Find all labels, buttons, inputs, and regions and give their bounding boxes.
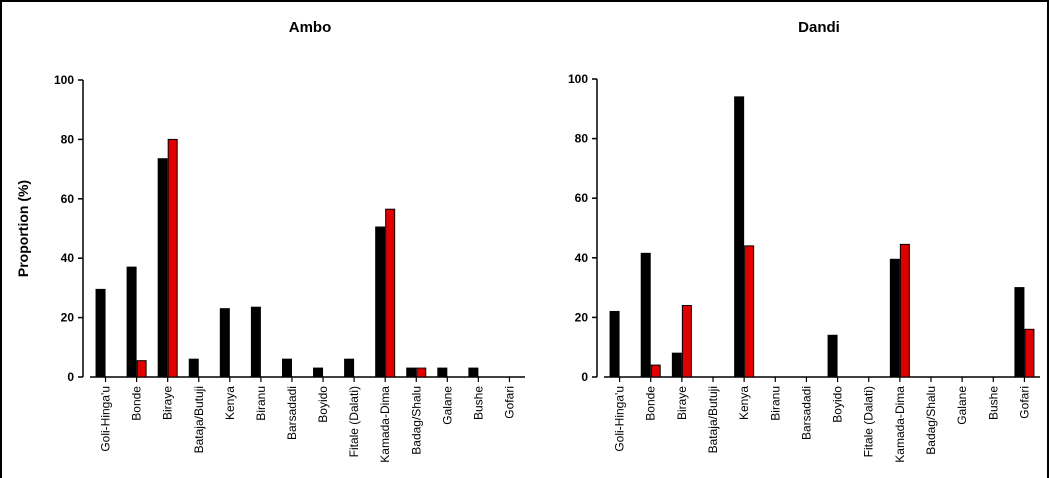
chart-1-xtick-label: Bataja/Butuji [706, 386, 720, 453]
chart-0-bar [468, 367, 479, 378]
chart-1-ytick-label: 40 [575, 251, 589, 265]
chart-0-title: Ambo [289, 19, 332, 36]
chart-1-xtick-label: Fitale (Dalati) [862, 386, 876, 457]
chart-0-ytick-label: 100 [54, 73, 74, 87]
chart-0-bar [126, 266, 137, 378]
chart-0-bar [136, 360, 147, 378]
chart-0-bar [416, 367, 427, 378]
chart-1-xtick-label: Bushe [986, 386, 1000, 420]
chart-1-bar [1014, 287, 1025, 378]
chart-1-bar [827, 334, 838, 378]
chart-0-bar [281, 358, 292, 378]
chart-0-bar [250, 306, 261, 378]
chart-0-bar [188, 358, 199, 378]
chart-1-bar [609, 310, 620, 378]
chart-0-xtick-label: Kenya [223, 386, 237, 420]
chart-0-ytick-label: 60 [61, 192, 75, 206]
chart-1-title: Dandi [798, 19, 840, 36]
chart-1-xtick-label: Gofari [1017, 386, 1031, 419]
chart-0-bar [167, 138, 178, 378]
chart-1-ytick-label: 100 [568, 72, 588, 86]
chart-1-xtick-label: Boyido [831, 386, 845, 423]
chart-0-bar [344, 358, 355, 378]
chart-0-xtick-label: Fitale (Dalati) [347, 386, 361, 457]
chart-1-xtick-label: Kenya [737, 386, 751, 420]
chart-0-xtick-label: Kamada-Dima [378, 386, 392, 463]
chart-0-bar [375, 226, 386, 378]
chart-1-xtick-label: Goli-Hinga'u [613, 386, 627, 452]
chart-1-bar [681, 304, 692, 378]
chart-1-xtick-label: Galane [955, 386, 969, 425]
chart-1-ytick-label: 80 [575, 132, 589, 146]
chart-0-xtick-label: Bataja/Butuji [192, 386, 206, 453]
chart-0-xtick-label: Bonde [130, 386, 144, 421]
chart-0-xtick-label: Galane [440, 386, 454, 425]
chart-0-bar [157, 158, 168, 378]
chart-0-xtick-label: Barsadadi [285, 386, 299, 440]
chart-1-bar [744, 245, 755, 378]
chart-0-ytick-label: 20 [61, 311, 75, 325]
chart-0-bar [219, 308, 230, 378]
chart-1-bar [889, 258, 900, 378]
chart-1-ytick-label: 60 [575, 191, 589, 205]
chart-0-bar [313, 367, 324, 378]
chart-0-bar [406, 367, 417, 378]
chart-1-xtick-label: Biranu [768, 386, 782, 421]
chart-1-ytick-label: 20 [575, 310, 589, 324]
chart-0-ytick-label: 0 [67, 370, 74, 384]
chart-1-xtick-label: Barsadadi [799, 386, 813, 440]
chart-0-xtick-label: Goli-Hinga'u [99, 386, 113, 452]
chart-1-bar [640, 252, 651, 378]
chart-1-bar [1024, 328, 1035, 378]
chart-1-ytick-label: 0 [581, 370, 588, 384]
chart-1-xtick-label: Biraye [675, 386, 689, 420]
chart-0-xtick-label: Bushe [471, 386, 485, 420]
chart-0-xtick-label: Biraye [161, 386, 175, 420]
chart-0-bar [437, 367, 448, 378]
chart-1-bar [734, 96, 745, 378]
chart-0-xtick-label: Badag/Shalu [409, 386, 423, 455]
chart-0-ylabel: Proportion (%) [15, 180, 31, 277]
chart-0-ytick-label: 40 [61, 251, 75, 265]
chart-0-bar [95, 288, 106, 378]
chart-1-xtick-label: Bonde [644, 386, 658, 421]
chart-1-xtick-label: Badag/Shalu [924, 386, 938, 455]
chart-0-xtick-label: Gofari [502, 386, 516, 419]
chart-0-ytick-label: 80 [61, 132, 75, 146]
chart-1-xtick-label: Kamada-Dima [893, 386, 907, 463]
chart-1-bar [899, 243, 910, 378]
chart-1-bar [671, 352, 682, 378]
chart-0-xtick-label: Boyido [316, 386, 330, 423]
chart-0-xtick-label: Biranu [254, 386, 268, 421]
chart-0-bar [385, 208, 396, 378]
chart-1-bar [650, 364, 661, 378]
